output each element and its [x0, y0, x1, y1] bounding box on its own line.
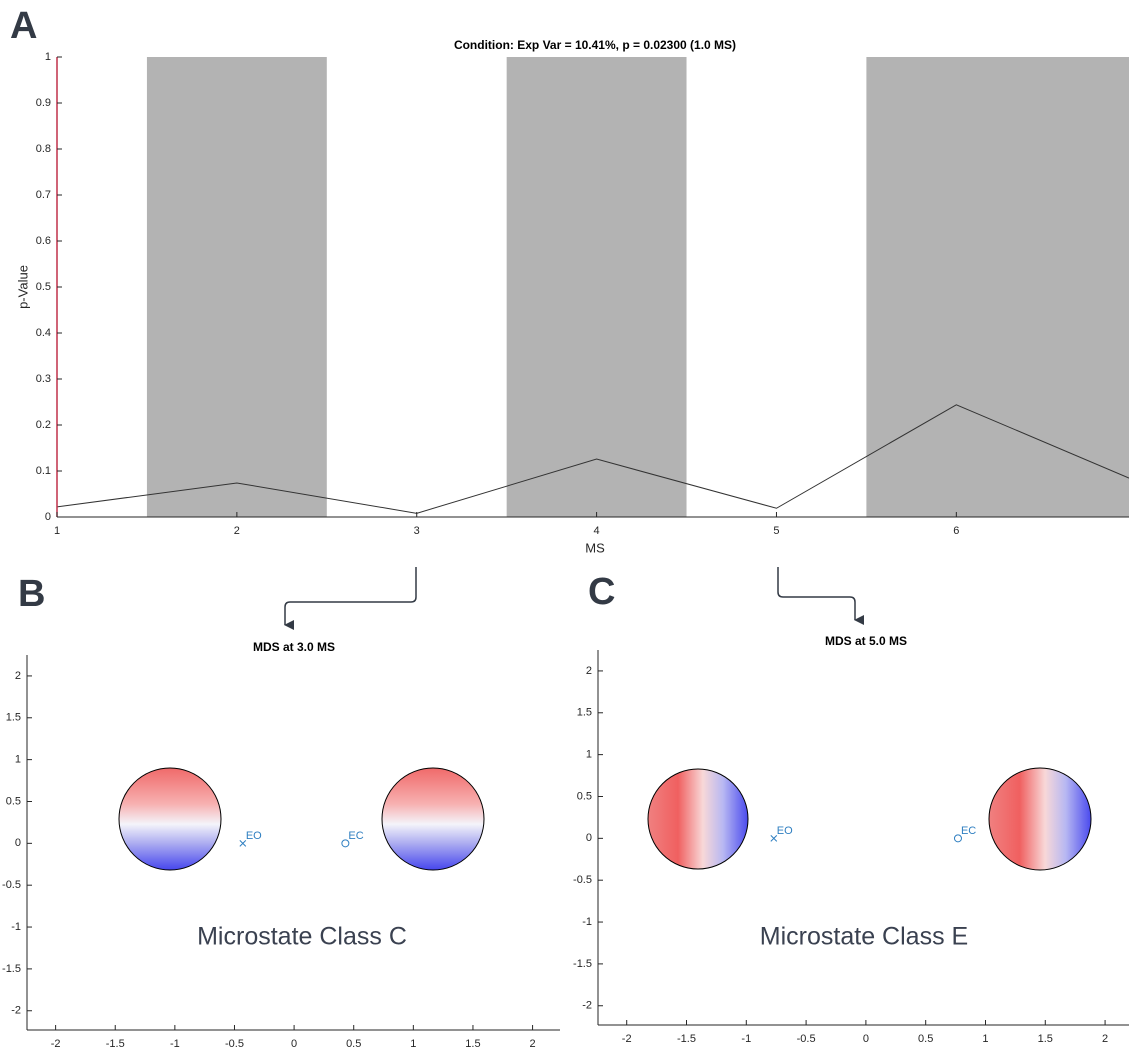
y-tick-label: -0.5 — [573, 874, 592, 886]
x-tick-label: 2 — [1102, 1033, 1108, 1045]
y-tick-label: 0.6 — [36, 235, 51, 247]
x-tick-label: 6 — [953, 525, 959, 537]
topomap — [381, 767, 485, 871]
chart-title: Condition: Exp Var = 10.41%, p = 0.02300… — [454, 38, 736, 52]
x-axis-label: MS — [585, 540, 605, 555]
y-tick-label: 0.3 — [36, 373, 51, 385]
chart-title: MDS at 5.0 MS — [825, 634, 907, 648]
y-tick-label: 1.5 — [6, 712, 21, 724]
shaded-band — [146, 57, 327, 517]
y-tick-label: 2 — [586, 665, 592, 677]
y-tick-label: 0.8 — [36, 143, 51, 155]
y-tick-label: 1.5 — [577, 707, 592, 719]
panel-letter: B — [18, 573, 45, 615]
point-label: EC — [348, 830, 363, 842]
y-tick-label: 1 — [45, 51, 51, 63]
point — [953, 834, 962, 843]
y-tick-label: 2 — [15, 670, 21, 682]
y-tick-label: 0.2 — [36, 419, 51, 431]
annotation: Microstate Class E — [760, 923, 968, 951]
topomap — [647, 768, 749, 870]
x-tick-label: -2 — [622, 1033, 632, 1045]
y-axis-label: p-Value — [15, 265, 30, 309]
x-tick-label: 5 — [773, 525, 779, 537]
y-tick-label: 0.1 — [36, 465, 51, 477]
y-tick-label: 1 — [15, 754, 21, 766]
panel-letter: C — [588, 571, 615, 613]
annotation: Microstate Class C — [197, 923, 407, 951]
y-tick-label: -0.5 — [2, 879, 21, 891]
x-tick-label: -2 — [51, 1038, 61, 1048]
y-tick-label: 0.4 — [36, 327, 51, 339]
y-tick-label: 0.9 — [36, 97, 51, 109]
y-tick-label: 0.7 — [36, 189, 51, 201]
y-tick-label: -2 — [11, 1005, 21, 1017]
x-tick-label: 1.5 — [1038, 1033, 1053, 1045]
x-tick-label: -1.5 — [106, 1038, 125, 1048]
y-tick-label: 0 — [586, 832, 592, 844]
x-tick-label: 4 — [594, 525, 600, 537]
x-tick-label: -1.5 — [677, 1033, 696, 1045]
point — [239, 839, 247, 847]
x-tick-label: 1 — [54, 525, 60, 537]
y-tick-label: -2 — [582, 1000, 592, 1012]
topomap — [988, 767, 1092, 871]
y-tick-label: 0.5 — [36, 281, 51, 293]
x-tick-label: 2 — [530, 1038, 536, 1048]
x-tick-label: 1 — [410, 1038, 416, 1048]
y-tick-label: -1.5 — [2, 963, 21, 975]
y-tick-label: -1 — [582, 916, 592, 928]
x-tick-label: 0.5 — [346, 1038, 361, 1048]
x-tick-label: -0.5 — [797, 1033, 816, 1045]
shaded-band — [506, 57, 687, 517]
x-tick-label: 0 — [863, 1033, 869, 1045]
panel-letter: A — [10, 5, 37, 47]
line — [56, 404, 1129, 514]
arrow — [284, 567, 417, 630]
point — [770, 834, 778, 842]
y-tick-label: 0.5 — [577, 790, 592, 802]
x-tick-label: 0 — [291, 1038, 297, 1048]
y-tick-label: -1.5 — [573, 958, 592, 970]
x-tick-label: -1 — [170, 1038, 180, 1048]
x-tick-label: 0.5 — [918, 1033, 933, 1045]
x-tick-label: -0.5 — [225, 1038, 244, 1048]
panel: EO EC Microstate Class E -2 -1.5 -1 -0.5 0 0.5 1 1… — [573, 571, 1129, 1045]
x-tick-label: -1 — [741, 1033, 751, 1045]
y-tick-label: 0.5 — [6, 795, 21, 807]
point-label: EO — [777, 825, 793, 837]
y-tick-label: 0 — [45, 511, 51, 523]
point — [341, 839, 350, 848]
y-tick-label: 0 — [15, 837, 21, 849]
x-tick-label: 2 — [234, 525, 240, 537]
panel: EO EC Microstate Class C -2 -1.5 -1 -0.5 0 0.5 1 1… — [2, 573, 560, 1048]
chart-title: MDS at 3.0 MS — [253, 640, 335, 654]
x-tick-label: 1 — [982, 1033, 988, 1045]
x-tick-label: 3 — [414, 525, 420, 537]
topomaps — [118, 767, 1092, 871]
panel: 1 2 3 4 5 6 0 0.1 0.2 0.3 0.4 0.5 0.6 0.7 0.8 0.9 1 Condi… — [10, 5, 1129, 555]
topomap — [118, 767, 222, 871]
point-label: EO — [246, 830, 262, 842]
y-tick-label: -1 — [11, 921, 21, 933]
arrow — [777, 567, 864, 625]
y-tick-label: 1 — [586, 749, 592, 761]
x-tick-label: 1.5 — [465, 1038, 480, 1048]
shaded-band — [866, 57, 1129, 517]
point-label: EC — [961, 825, 976, 837]
